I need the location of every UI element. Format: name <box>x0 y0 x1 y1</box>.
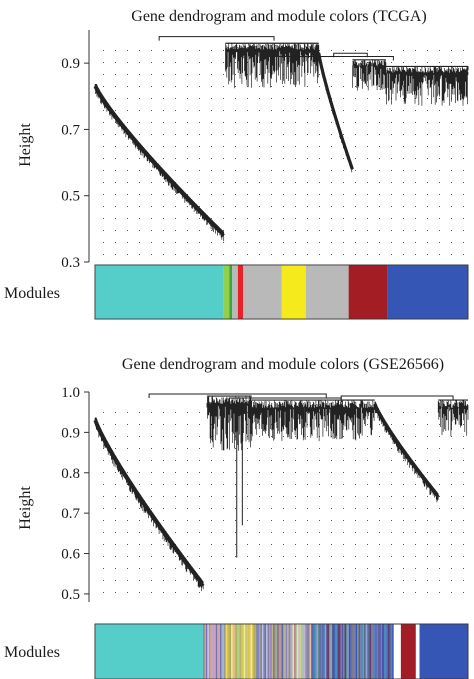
y-axis: 0.9 0.7 0.5 0.3 <box>61 30 90 271</box>
dendrogram-cluster <box>251 399 305 441</box>
dendrogram-trunk <box>93 85 225 237</box>
dendrogram-merge <box>148 393 327 399</box>
y-tick-label: 0.9 <box>61 425 80 441</box>
dendrogram-cluster <box>225 42 320 89</box>
dendrogram-cluster <box>303 399 376 442</box>
dendrogram-cluster <box>93 84 225 242</box>
y-axis: 1.0 0.9 0.8 0.7 0.6 0.5 <box>61 385 90 603</box>
y-tick-label: 0.5 <box>61 587 80 603</box>
y-axis-label: Height <box>17 486 34 530</box>
module-color-block <box>203 624 226 679</box>
plot-area <box>93 393 469 593</box>
module-color-block <box>281 265 306 319</box>
plot-area <box>93 36 469 255</box>
dendrogram-cluster <box>317 51 354 173</box>
module-bar-border <box>94 623 469 679</box>
module-color-block <box>255 624 293 679</box>
module-color-block <box>311 624 394 679</box>
dendrogram-trunk <box>317 52 354 170</box>
chart-title: Gene dendrogram and module colors (GSE26… <box>122 356 444 373</box>
dendrogram-branches <box>437 399 469 437</box>
y-tick-label: 0.7 <box>61 506 80 522</box>
module-bar-border <box>94 264 469 320</box>
y-tick-label: 0.5 <box>61 189 80 205</box>
dendrogram-cluster <box>352 59 387 91</box>
module-color-block <box>348 265 388 319</box>
module-color-block <box>292 624 312 679</box>
module-color-bar <box>94 264 469 320</box>
dendrogram-trunk <box>93 419 205 587</box>
module-color-block <box>232 265 238 319</box>
y-tick-label: 0.7 <box>61 122 80 138</box>
module-color-block <box>387 265 468 319</box>
dendrogram-merge <box>340 395 454 401</box>
dendrogram-cluster <box>93 417 205 592</box>
dendrogram-branches <box>352 59 387 91</box>
dendrogram <box>93 36 469 242</box>
dendrogram-merge <box>228 397 342 403</box>
dendrogram-cluster <box>437 399 469 437</box>
dendrogram-panel-tcga: Gene dendrogram and module colors (TCGA)… <box>4 8 469 320</box>
module-color-block <box>225 624 256 679</box>
dendrogram-branches <box>251 399 305 441</box>
y-tick-label: 0.6 <box>61 547 80 563</box>
y-axis-label: Height <box>17 123 34 167</box>
module-color-block <box>419 624 468 679</box>
module-color-block <box>243 265 282 319</box>
module-color-bar <box>94 623 469 679</box>
dendrogram-merge <box>415 65 469 71</box>
dendrogram-trunk <box>373 403 440 498</box>
grid-dots <box>103 50 464 255</box>
dendrogram-cluster <box>373 401 440 503</box>
y-tick-label: 1.0 <box>61 385 80 401</box>
module-color-block <box>95 265 224 319</box>
module-color-block <box>223 265 230 319</box>
module-color-block <box>305 265 349 319</box>
dendrogram-merge <box>333 52 368 58</box>
module-color-block <box>237 265 244 319</box>
y-tick-label: 0.9 <box>61 56 80 72</box>
module-color-block <box>400 624 416 679</box>
modules-label: Modules <box>4 285 60 302</box>
dendrogram <box>93 393 469 592</box>
y-tick-label: 0.3 <box>61 255 80 271</box>
modules-label: Modules <box>4 644 60 661</box>
y-tick-label: 0.8 <box>61 466 80 482</box>
dendrogram-panel-gse26566: Gene dendrogram and module colors (GSE26… <box>4 356 469 679</box>
module-color-block <box>95 624 204 679</box>
dendrogram-merge <box>158 36 275 41</box>
chart-title: Gene dendrogram and module colors (TCGA) <box>131 8 426 25</box>
module-color-block <box>229 265 233 319</box>
